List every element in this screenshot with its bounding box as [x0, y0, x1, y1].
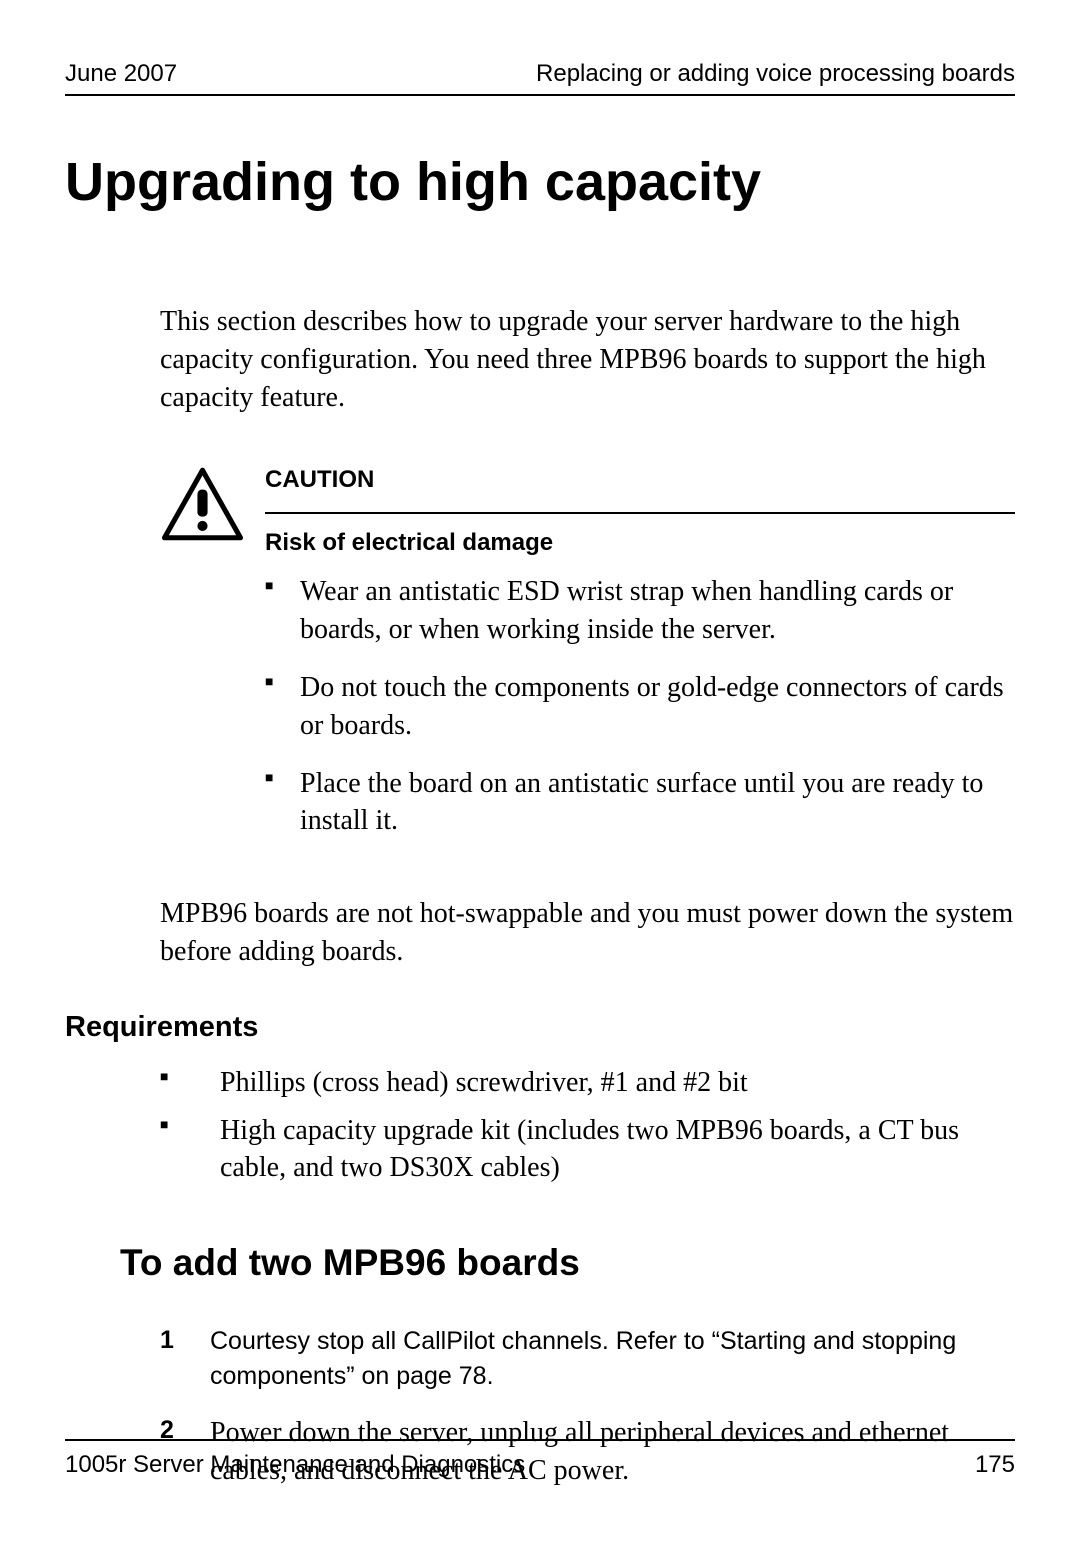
page-footer: 1005r Server Maintenance and Diagnostics…	[65, 1439, 1015, 1479]
procedure-heading: To add two MPB96 boards	[120, 1242, 1015, 1284]
step-number: 1	[160, 1324, 210, 1394]
page-title: Upgrading to high capacity	[65, 151, 1015, 213]
requirements-heading: Requirements	[65, 1011, 1015, 1044]
caution-block: CAUTION Risk of electrical damage Wear a…	[160, 466, 1015, 860]
mid-paragraph: MPB96 boards are not hot-swappable and y…	[160, 895, 1015, 971]
caution-divider	[265, 512, 1015, 514]
requirement-item: High capacity upgrade kit (includes two …	[160, 1112, 1015, 1188]
caution-subtitle: Risk of electrical damage	[265, 529, 1015, 557]
intro-paragraph: This section describes how to upgrade yo…	[160, 303, 1015, 416]
caution-item: Do not touch the components or gold-edge…	[265, 669, 1015, 745]
caution-item: Wear an antistatic ESD wrist strap when …	[265, 573, 1015, 649]
caution-label: CAUTION	[265, 466, 1015, 494]
footer-page-number: 175	[975, 1451, 1015, 1479]
document-page: June 2007 Replacing or adding voice proc…	[0, 0, 1080, 1560]
header-date: June 2007	[65, 60, 177, 88]
header-chapter: Replacing or adding voice processing boa…	[536, 60, 1015, 88]
caution-item: Place the board on an antistatic surface…	[265, 765, 1015, 841]
page-header: June 2007 Replacing or adding voice proc…	[65, 60, 1015, 96]
requirement-item: Phillips (cross head) screwdriver, #1 an…	[160, 1064, 1015, 1102]
caution-content: CAUTION Risk of electrical damage Wear a…	[265, 466, 1015, 860]
procedure-step: 1 Courtesy stop all CallPilot channels. …	[160, 1324, 1015, 1394]
step-text: Courtesy stop all CallPilot channels. Re…	[210, 1324, 1015, 1394]
caution-icon	[160, 466, 250, 860]
footer-doc-title: 1005r Server Maintenance and Diagnostics	[65, 1451, 525, 1479]
caution-list: Wear an antistatic ESD wrist strap when …	[265, 573, 1015, 840]
requirements-list: Phillips (cross head) screwdriver, #1 an…	[160, 1064, 1015, 1187]
